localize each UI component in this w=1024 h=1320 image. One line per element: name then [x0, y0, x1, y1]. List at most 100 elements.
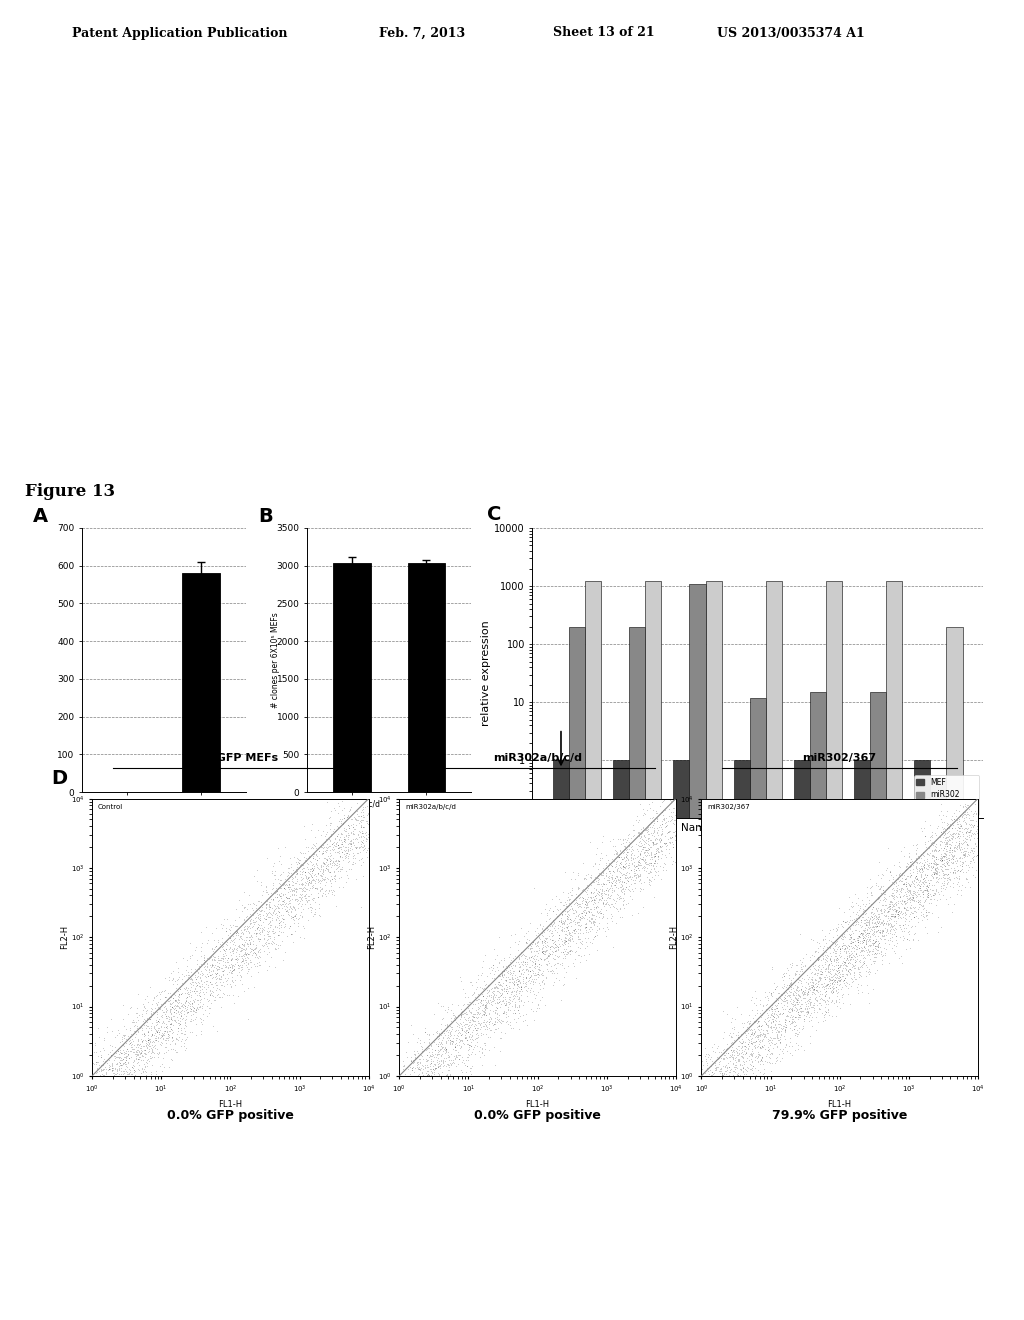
Point: [517, 972, 534, 993]
Point: [611, 898, 628, 919]
Point: [909, 899, 926, 920]
Point: [183, 987, 200, 1008]
Point: [865, 916, 882, 937]
Point: [412, 1065, 428, 1086]
Point: [617, 873, 634, 894]
Point: [196, 964, 212, 985]
Point: [551, 927, 567, 948]
Point: [915, 873, 932, 894]
Point: [169, 1041, 185, 1063]
Point: [413, 1030, 429, 1051]
Point: [932, 830, 948, 851]
Point: [884, 906, 900, 927]
Point: [837, 968, 853, 989]
Point: [951, 830, 968, 851]
Point: [970, 789, 986, 810]
Point: [656, 809, 673, 830]
Point: [531, 929, 548, 950]
Point: [810, 956, 826, 977]
Point: [786, 999, 803, 1020]
Point: [295, 880, 311, 902]
Point: [118, 1045, 134, 1067]
Point: [264, 879, 281, 900]
Point: [96, 1065, 113, 1086]
Point: [607, 841, 624, 862]
Point: [104, 1065, 121, 1086]
Point: [874, 920, 891, 941]
Point: [881, 895, 897, 916]
Point: [93, 1059, 110, 1080]
Point: [115, 1053, 131, 1074]
Point: [742, 1055, 759, 1076]
Point: [784, 1012, 801, 1034]
Point: [934, 832, 950, 853]
Point: [927, 863, 943, 884]
Point: [540, 945, 556, 966]
Point: [621, 836, 637, 857]
Point: [608, 870, 625, 891]
Point: [750, 1011, 766, 1032]
Point: [698, 1065, 715, 1086]
Point: [521, 937, 538, 958]
Point: [230, 957, 247, 978]
Point: [734, 1023, 751, 1044]
Point: [410, 1064, 426, 1085]
Point: [261, 896, 278, 917]
Point: [597, 857, 613, 878]
Point: [649, 824, 666, 845]
Point: [738, 1057, 755, 1078]
Point: [136, 1008, 153, 1030]
Point: [429, 1023, 445, 1044]
Point: [145, 1047, 162, 1068]
Point: [322, 847, 338, 869]
Point: [954, 862, 971, 883]
Point: [261, 933, 278, 954]
Point: [895, 878, 911, 899]
Point: [697, 1065, 714, 1086]
Point: [323, 845, 339, 866]
Point: [745, 1023, 762, 1044]
Point: [912, 851, 929, 873]
Point: [914, 859, 931, 880]
Point: [928, 863, 944, 884]
Point: [909, 851, 926, 873]
Point: [938, 832, 954, 853]
Point: [432, 1034, 449, 1055]
Point: [164, 997, 180, 1018]
Bar: [870, 692, 886, 1320]
Point: [935, 818, 951, 840]
Point: [403, 1065, 420, 1086]
Bar: [408, 564, 445, 792]
Point: [422, 1044, 438, 1065]
Point: [919, 908, 935, 929]
Point: [715, 1065, 731, 1086]
Point: [335, 807, 351, 828]
Point: [520, 964, 537, 985]
Point: [256, 907, 272, 928]
Point: [598, 883, 614, 904]
Point: [542, 961, 558, 982]
Point: [128, 1065, 144, 1086]
Point: [713, 1051, 729, 1072]
Point: [304, 866, 321, 887]
Point: [487, 978, 504, 999]
Point: [280, 894, 296, 915]
Point: [526, 953, 543, 974]
Point: [919, 923, 935, 944]
Point: [168, 1041, 184, 1063]
Point: [153, 1024, 169, 1045]
Point: [355, 799, 372, 820]
Point: [566, 907, 583, 928]
Point: [218, 974, 234, 995]
Point: [693, 1065, 710, 1086]
Point: [788, 954, 805, 975]
Point: [794, 998, 810, 1019]
Point: [569, 927, 586, 948]
Point: [550, 952, 566, 973]
Point: [751, 1035, 767, 1056]
Point: [730, 1051, 746, 1072]
Point: [543, 956, 559, 977]
Point: [142, 1008, 159, 1030]
Point: [655, 809, 672, 830]
Point: [152, 989, 168, 1010]
